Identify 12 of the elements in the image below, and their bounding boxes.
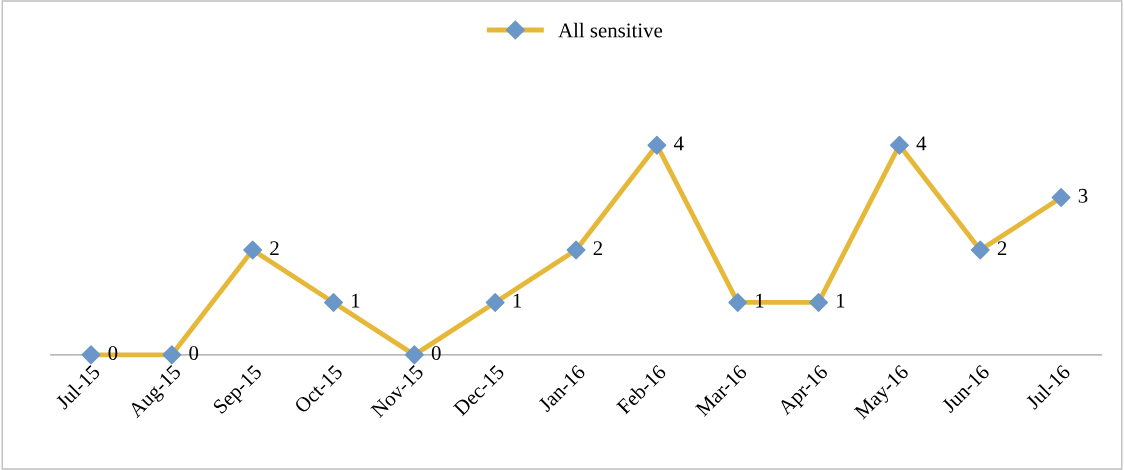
data-label: 2 bbox=[270, 241, 279, 256]
data-label: 4 bbox=[673, 136, 684, 151]
data-label: 4 bbox=[916, 136, 927, 151]
data-label: 2 bbox=[997, 241, 1007, 256]
data-label: 2 bbox=[593, 241, 602, 256]
data-label: 1 bbox=[837, 293, 845, 308]
data-label: 1 bbox=[513, 293, 522, 308]
data-label: 0 bbox=[431, 346, 441, 361]
data-label: 3 bbox=[1078, 188, 1088, 203]
data-label: 0 bbox=[189, 346, 199, 361]
data-label: 1 bbox=[352, 293, 360, 308]
legend-label: All sensitive bbox=[558, 22, 663, 38]
